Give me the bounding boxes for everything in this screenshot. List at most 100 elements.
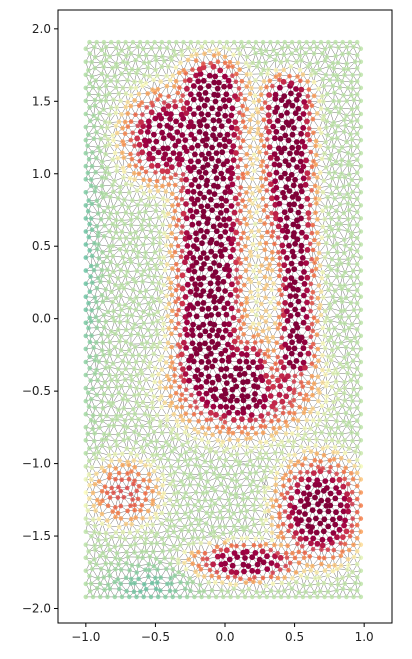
scatter-point	[86, 549, 91, 554]
scatter-point	[136, 249, 141, 255]
scatter-point	[127, 594, 132, 600]
scatter-point	[167, 223, 173, 229]
scatter-point	[279, 450, 285, 455]
scatter-point	[131, 236, 136, 241]
scatter-point	[296, 92, 302, 98]
scatter-point	[196, 91, 203, 98]
scatter-point	[151, 341, 156, 347]
scatter-point	[304, 392, 309, 398]
scatter-point	[222, 540, 228, 545]
scatter-point	[342, 72, 347, 78]
scatter-point	[196, 418, 201, 424]
scatter-point	[244, 222, 249, 227]
scatter-point	[295, 425, 300, 431]
scatter-point	[188, 456, 193, 462]
scatter-point	[226, 321, 232, 328]
scatter-point	[238, 145, 243, 150]
scatter-point	[169, 581, 174, 586]
scatter-point	[195, 220, 202, 227]
scatter-point	[334, 534, 340, 541]
scatter-point	[258, 543, 263, 549]
scatter-point	[148, 515, 153, 521]
scatter-point	[290, 286, 297, 292]
scatter-point	[172, 249, 178, 255]
scatter-point	[131, 406, 136, 412]
scatter-point	[285, 137, 292, 144]
scatter-point	[151, 236, 156, 241]
scatter-point	[150, 452, 155, 458]
scatter-point	[221, 321, 228, 328]
scatter-point	[83, 216, 89, 221]
scatter-point	[264, 335, 270, 341]
scatter-point	[177, 85, 182, 90]
scatter-point	[141, 309, 146, 315]
scatter-point	[119, 543, 124, 548]
scatter-point	[333, 431, 338, 436]
scatter-point	[352, 59, 358, 65]
scatter-point	[221, 413, 228, 419]
scatter-point	[222, 373, 228, 380]
scatter-point	[198, 174, 205, 181]
scatter-point	[331, 399, 337, 405]
scatter-point	[336, 476, 343, 483]
scatter-point	[205, 479, 210, 484]
scatter-point	[305, 210, 312, 217]
scatter-point	[98, 60, 104, 65]
scatter-point	[243, 515, 248, 520]
scatter-point	[129, 469, 134, 474]
scatter-point	[166, 182, 172, 187]
scatter-point	[336, 148, 342, 154]
scatter-point	[277, 287, 282, 293]
scatter-point	[348, 300, 354, 306]
scatter-point	[178, 156, 185, 163]
scatter-point	[290, 156, 296, 163]
scatter-point	[128, 93, 134, 98]
scatter-point	[293, 96, 300, 103]
scatter-point	[284, 555, 290, 560]
scatter-point	[314, 256, 320, 262]
scatter-point	[107, 547, 112, 553]
scatter-point	[318, 106, 324, 111]
scatter-point	[95, 497, 100, 503]
scatter-point	[287, 150, 293, 157]
scatter-point	[114, 61, 119, 67]
scatter-point	[300, 436, 306, 442]
scatter-point	[210, 561, 217, 568]
scatter-point	[128, 151, 133, 157]
scatter-point	[303, 50, 308, 56]
scatter-point	[115, 196, 121, 201]
scatter-point	[203, 353, 210, 360]
scatter-point	[128, 119, 134, 124]
scatter-point	[354, 118, 360, 123]
scatter-point	[136, 417, 141, 422]
scatter-point	[102, 484, 108, 490]
scatter-point	[354, 300, 360, 306]
scatter-point	[276, 391, 283, 398]
scatter-point	[258, 424, 264, 429]
scatter-point	[308, 568, 314, 573]
scatter-point	[195, 78, 202, 85]
scatter-point	[117, 236, 123, 241]
scatter-point	[150, 280, 155, 286]
scatter-point	[166, 211, 171, 217]
scatter-point	[106, 279, 112, 285]
scatter-point	[296, 560, 302, 566]
scatter-point	[125, 124, 131, 129]
scatter-point	[154, 438, 159, 444]
scatter-point	[116, 390, 122, 396]
scatter-point	[220, 515, 225, 521]
scatter-point	[348, 377, 354, 383]
scatter-point	[143, 567, 148, 573]
scatter-point	[235, 201, 241, 207]
scatter-point	[179, 230, 184, 235]
scatter-point	[344, 503, 351, 509]
scatter-point	[293, 139, 300, 145]
scatter-point	[136, 576, 141, 582]
scatter-point	[92, 523, 98, 529]
scatter-point	[159, 404, 164, 410]
scatter-point	[298, 380, 304, 385]
scatter-point	[306, 491, 313, 498]
scatter-point	[275, 458, 280, 463]
scatter-point	[324, 315, 330, 321]
scatter-point	[142, 541, 148, 546]
